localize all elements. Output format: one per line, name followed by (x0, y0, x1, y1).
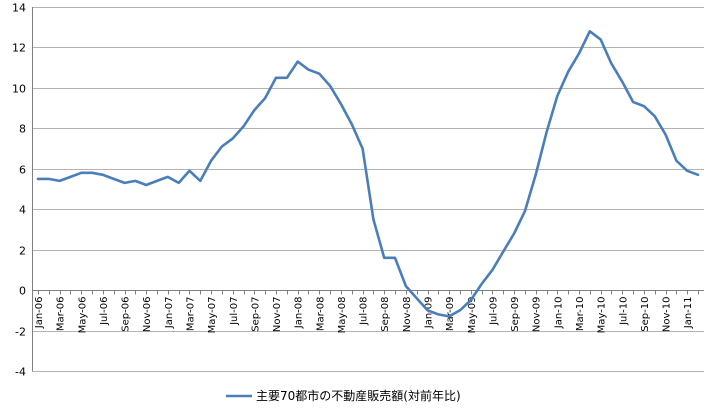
x-tick-label: Nov-07 (272, 297, 283, 333)
y-tick-label: 0 (19, 285, 26, 298)
x-tick-label: Mar-06 (56, 297, 67, 332)
x-tick-label: May-07 (207, 297, 218, 334)
x-tick-label: Jan-09 (424, 297, 435, 330)
y-tick-label: -4 (15, 366, 26, 379)
x-tick-label: Jul-06 (99, 297, 110, 326)
x-tick-label: Mar-10 (575, 297, 586, 332)
series-line (36, 30, 700, 318)
series-lines (36, 30, 700, 318)
x-tick-label: Mar-07 (185, 297, 196, 332)
x-tick-label: May-10 (597, 297, 608, 334)
x-tick-label: Sep-08 (380, 297, 391, 332)
x-tick-label: Jan-08 (294, 297, 305, 330)
x-tick-label: Sep-06 (121, 297, 132, 332)
x-tick-label: Sep-07 (250, 297, 261, 332)
axes (32, 7, 704, 371)
legend: 主要70都市の不動産販売額(対前年比) (226, 388, 461, 403)
x-tick-label: Jul-09 (488, 297, 499, 326)
x-tick-label: Jul-10 (618, 297, 629, 326)
x-tick-label: Nov-08 (402, 297, 413, 333)
x-tick-labels: Jan-06 Mar-06 May-06 Jul-06 Sep-06 Nov-06 Jan-… (34, 297, 694, 334)
y-tick-label: 2 (19, 245, 26, 258)
legend-label: 主要70都市の不動産販売額(対前年比) (256, 388, 461, 403)
y-tick-label: 10 (12, 83, 26, 96)
x-tick-label: Jan-06 (34, 297, 45, 330)
x-tick-label: Jan-07 (164, 297, 175, 330)
y-tick-label: 14 (12, 2, 26, 15)
y-tick-label: 8 (19, 123, 26, 136)
y-tick-label: 6 (19, 164, 26, 177)
x-tick-label: May-06 (77, 297, 88, 334)
x-tick-label: Jan-11 (683, 297, 694, 330)
x-tick-label: Sep-09 (510, 297, 521, 332)
x-tick-label: May-09 (467, 297, 478, 334)
x-tick-label: Sep-10 (640, 297, 651, 332)
y-tick-label: -2 (15, 326, 26, 339)
x-tick-label: Mar-08 (315, 297, 326, 332)
x-tick-label: Nov-10 (662, 297, 673, 333)
y-tick-label: 4 (19, 204, 26, 217)
y-tick-label: 12 (12, 42, 26, 55)
x-tick-label: May-08 (337, 297, 348, 334)
x-tick-label: Jul-08 (359, 297, 370, 326)
x-tick-label: Nov-06 (142, 297, 153, 333)
y-tick-labels: -4 -2 0 2 4 6 8 10 12 14 (12, 2, 26, 379)
x-tick-label: Nov-09 (532, 297, 543, 333)
x-tick-label: Jan-10 (553, 297, 564, 330)
x-tick-label: Mar-09 (445, 297, 456, 332)
x-tick-label: Jul-07 (229, 297, 240, 326)
